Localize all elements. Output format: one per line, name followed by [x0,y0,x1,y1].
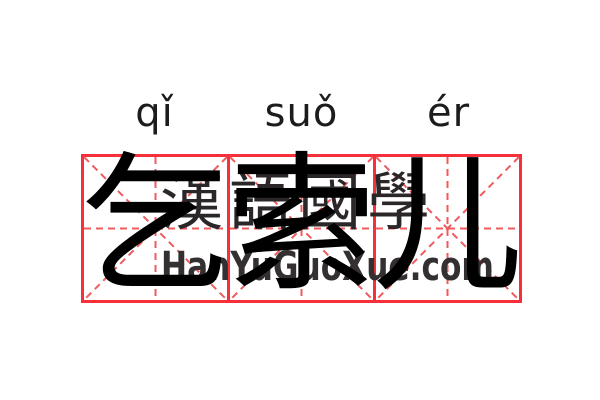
pinyin-syllable-3: ér [426,90,471,136]
pinyin-syllable-2: suǒ [264,90,339,136]
hanzi-character-3: 儿 [372,138,523,313]
pinyin-row: qǐ suǒ ér [81,93,522,133]
hanzi-character-2: 索 [226,138,377,313]
tianzige-cell-3: 儿 [372,151,523,301]
grid-guide-lines-icon [229,156,374,301]
tianzige-cell-2: 索 [226,151,377,301]
tianzige-cell-1: 乞 [80,151,231,301]
tianzige-grid: 乞 索 儿 [80,151,523,303]
pinyin-syllable-1: qǐ [135,90,174,136]
hanzi-character-1: 乞 [80,138,231,313]
grid-guide-lines-icon [375,156,520,301]
grid-guide-lines-icon [83,156,228,301]
